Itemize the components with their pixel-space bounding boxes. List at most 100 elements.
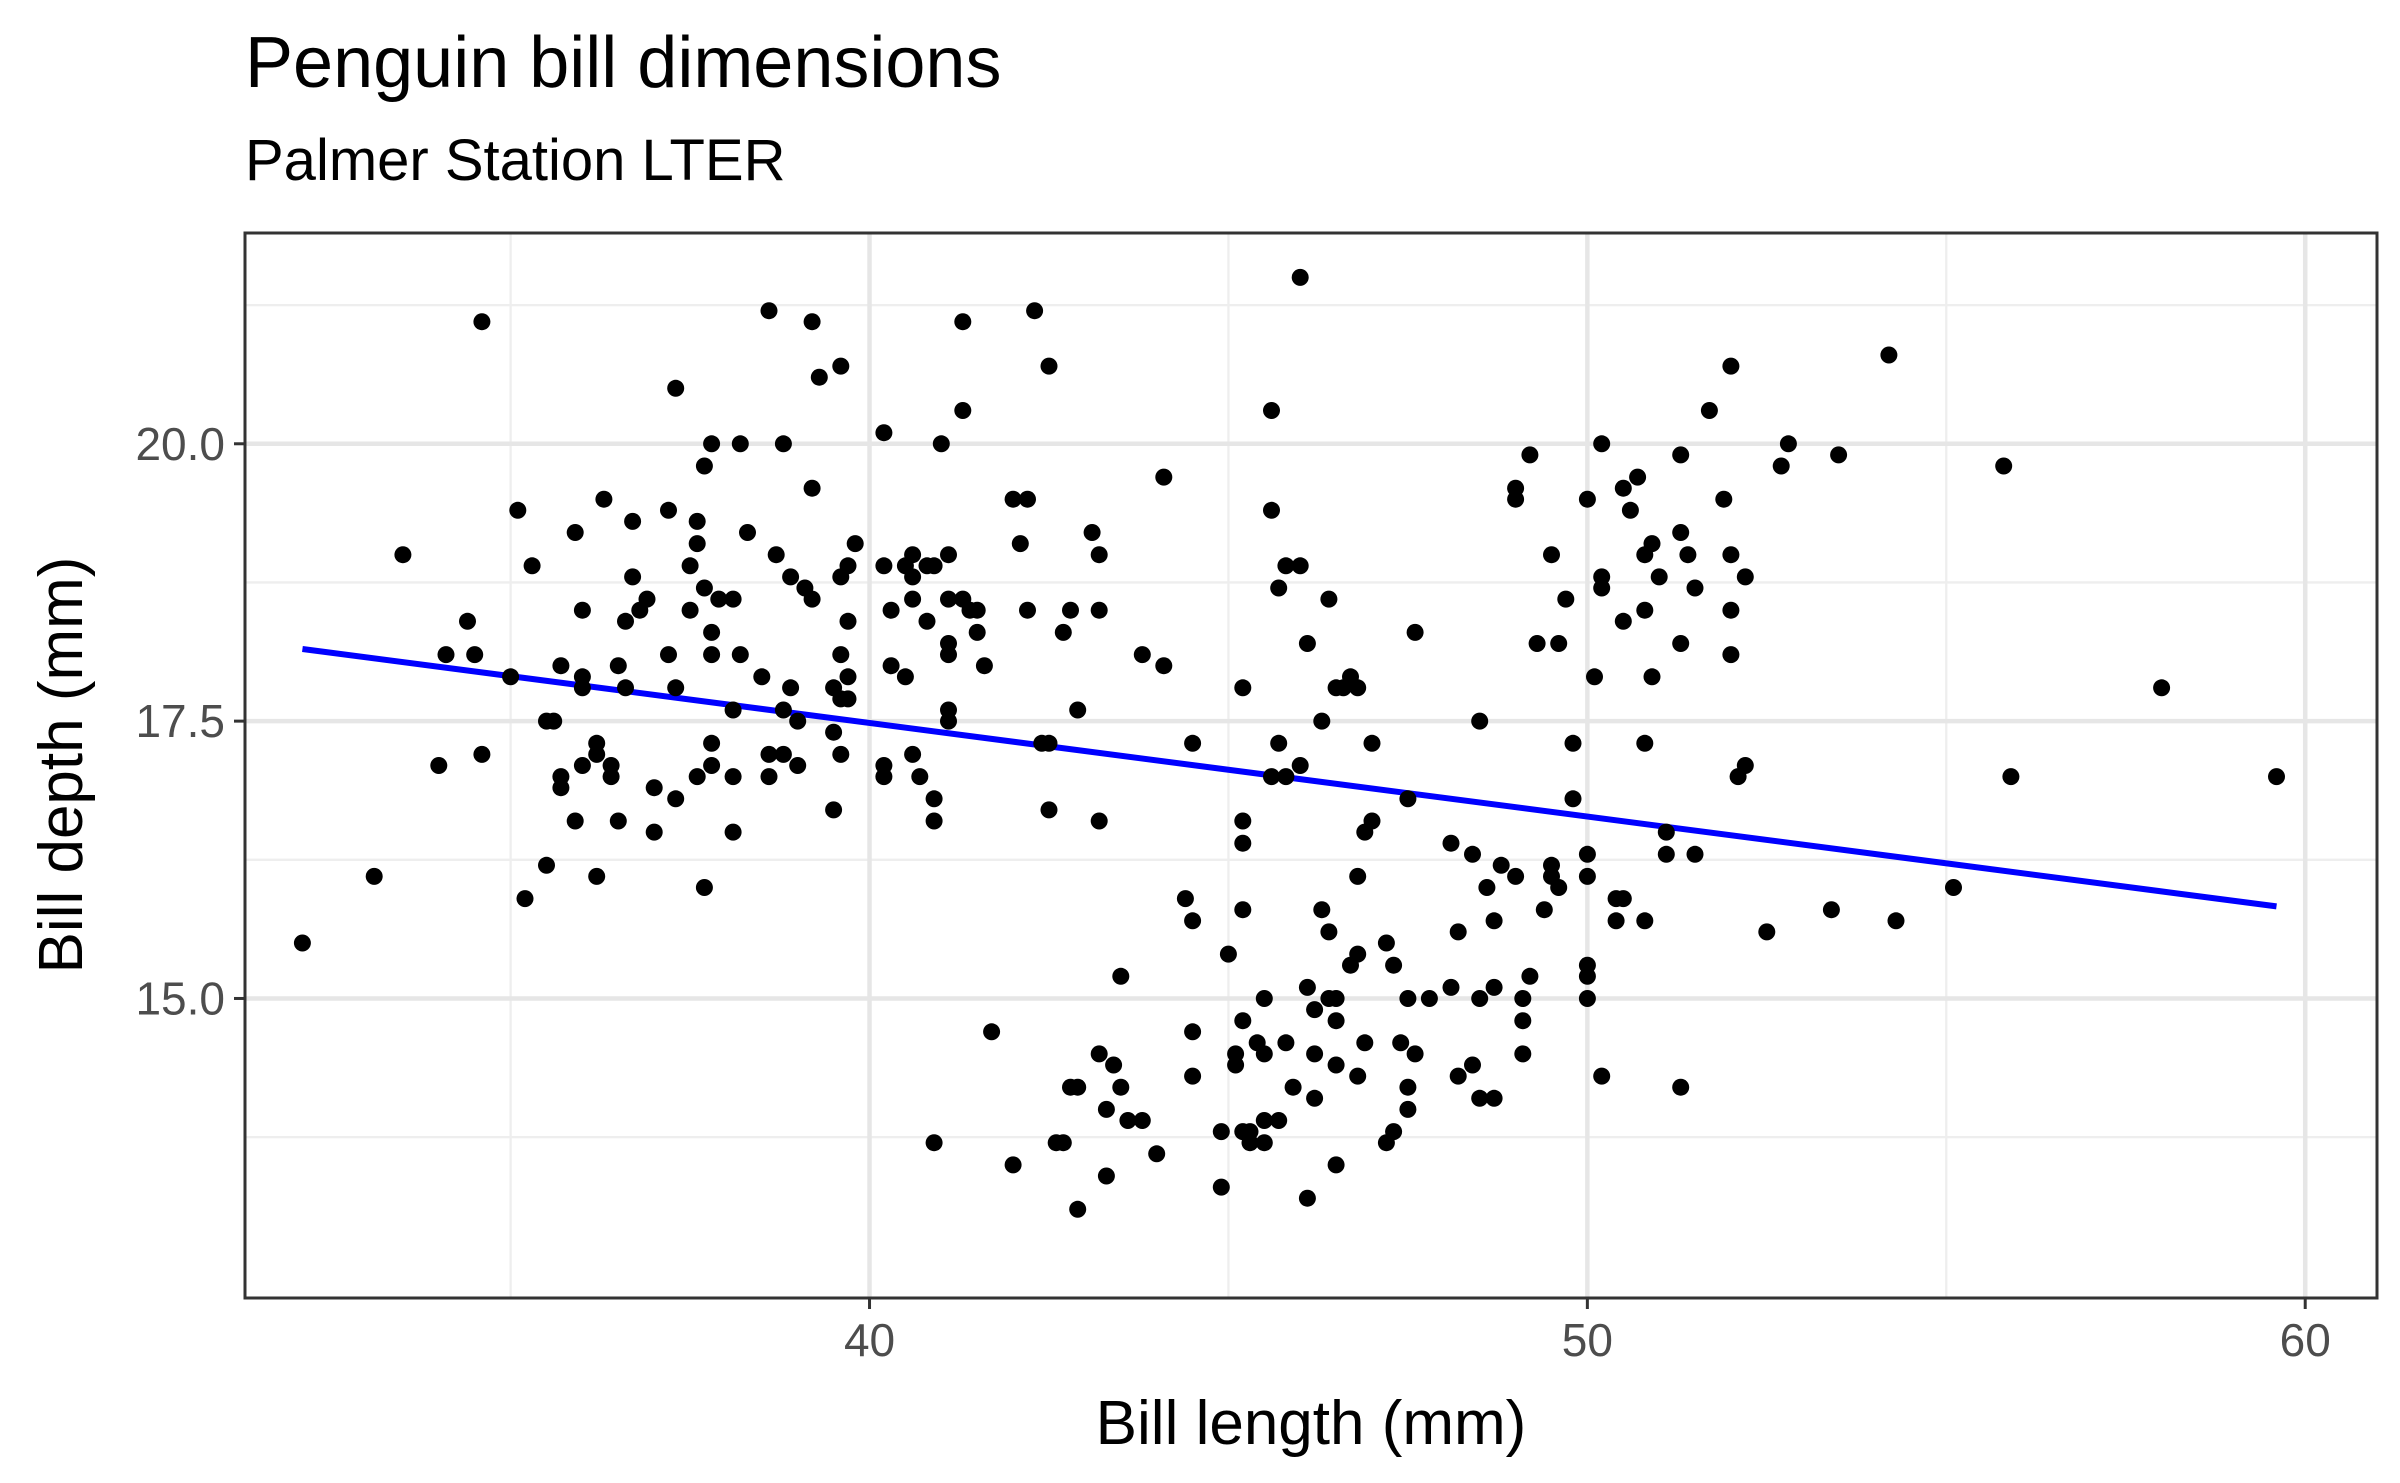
data-point bbox=[1133, 1112, 1151, 1129]
data-point bbox=[1528, 635, 1546, 652]
data-point bbox=[904, 590, 922, 608]
data-point bbox=[789, 757, 807, 774]
data-point bbox=[473, 313, 491, 331]
data-point bbox=[1657, 845, 1675, 863]
data-point bbox=[624, 512, 642, 530]
data-point bbox=[1578, 956, 1596, 974]
data-point bbox=[1543, 867, 1560, 885]
data-point bbox=[925, 1134, 943, 1152]
data-point bbox=[1026, 302, 1044, 320]
data-point bbox=[430, 757, 448, 774]
data-point bbox=[753, 668, 771, 686]
data-point bbox=[624, 568, 642, 586]
data-point bbox=[1349, 679, 1367, 697]
data-point bbox=[1722, 546, 1740, 564]
data-point bbox=[760, 745, 778, 763]
data-point bbox=[645, 823, 663, 841]
data-point bbox=[1543, 546, 1560, 564]
data-point bbox=[1342, 956, 1359, 974]
data-point bbox=[1090, 546, 1108, 564]
data-point bbox=[1062, 601, 1079, 619]
x-axis-title: Bill length (mm) bbox=[1096, 1389, 1527, 1458]
data-point bbox=[1700, 402, 1718, 419]
data-point bbox=[710, 590, 728, 608]
data-point bbox=[724, 823, 742, 841]
data-point bbox=[667, 790, 685, 808]
data-point bbox=[839, 690, 857, 708]
data-point bbox=[896, 668, 914, 686]
data-point bbox=[1284, 1078, 1302, 1096]
chart-subtitle: Palmer Station LTER bbox=[245, 128, 785, 193]
data-point bbox=[459, 612, 476, 630]
data-point bbox=[1564, 734, 1582, 752]
data-point bbox=[954, 402, 972, 419]
data-point bbox=[1356, 1034, 1374, 1052]
data-point bbox=[1212, 1123, 1230, 1141]
data-point bbox=[688, 535, 706, 553]
data-point bbox=[703, 646, 721, 664]
data-point bbox=[1514, 1012, 1532, 1030]
data-point bbox=[703, 435, 721, 453]
x-tick-label: 60 bbox=[2280, 1314, 2331, 1366]
data-point bbox=[1636, 601, 1654, 619]
data-points bbox=[293, 268, 2285, 1218]
data-point bbox=[437, 646, 455, 664]
data-point bbox=[681, 557, 699, 575]
data-point bbox=[1385, 1123, 1403, 1141]
data-point bbox=[573, 757, 591, 774]
data-point bbox=[1313, 712, 1331, 730]
data-point bbox=[1054, 623, 1072, 641]
data-point bbox=[1578, 867, 1596, 885]
data-point bbox=[882, 657, 900, 675]
data-point bbox=[1155, 468, 1173, 486]
data-point bbox=[925, 790, 943, 808]
data-point bbox=[1507, 867, 1525, 885]
data-point bbox=[1420, 990, 1438, 1007]
data-point bbox=[703, 757, 721, 774]
data-point bbox=[617, 679, 634, 697]
data-point bbox=[1715, 490, 1733, 508]
data-point bbox=[1578, 845, 1596, 863]
data-point bbox=[839, 668, 857, 686]
data-point bbox=[1320, 590, 1338, 608]
data-point bbox=[1686, 579, 1704, 597]
data-point bbox=[1442, 834, 1460, 852]
data-point bbox=[1133, 646, 1151, 664]
data-point bbox=[1686, 845, 1704, 863]
data-point bbox=[832, 357, 850, 375]
data-point bbox=[1255, 990, 1273, 1007]
data-point bbox=[2153, 679, 2171, 697]
data-point bbox=[1485, 912, 1503, 930]
data-point bbox=[1255, 1134, 1273, 1152]
y-tick-label: 17.5 bbox=[135, 695, 225, 747]
data-point bbox=[1320, 990, 1338, 1007]
data-point bbox=[566, 812, 584, 830]
panel-border bbox=[243, 231, 2379, 1300]
y-tick-label: 20.0 bbox=[135, 418, 225, 470]
data-point bbox=[573, 668, 591, 686]
data-point bbox=[731, 646, 749, 664]
data-point bbox=[1298, 635, 1316, 652]
data-point bbox=[645, 779, 663, 797]
data-point bbox=[1578, 490, 1596, 508]
data-point bbox=[1643, 535, 1661, 553]
data-point bbox=[1514, 1045, 1532, 1063]
data-point bbox=[1227, 1056, 1245, 1074]
data-point bbox=[1184, 912, 1202, 930]
data-point bbox=[1298, 978, 1316, 996]
data-point bbox=[1471, 1089, 1489, 1107]
data-point bbox=[1722, 357, 1740, 375]
data-point bbox=[1263, 768, 1280, 786]
data-point bbox=[832, 745, 850, 763]
data-point bbox=[1306, 1089, 1324, 1107]
data-point bbox=[1327, 1156, 1345, 1174]
data-point bbox=[1019, 490, 1036, 508]
minor-gridlines bbox=[245, 233, 2377, 1298]
data-point bbox=[731, 435, 749, 453]
data-point bbox=[1607, 912, 1625, 930]
data-point bbox=[1291, 268, 1309, 286]
data-point bbox=[1349, 1067, 1367, 1085]
data-point bbox=[925, 812, 943, 830]
data-point bbox=[688, 768, 706, 786]
data-point bbox=[1062, 1078, 1079, 1096]
